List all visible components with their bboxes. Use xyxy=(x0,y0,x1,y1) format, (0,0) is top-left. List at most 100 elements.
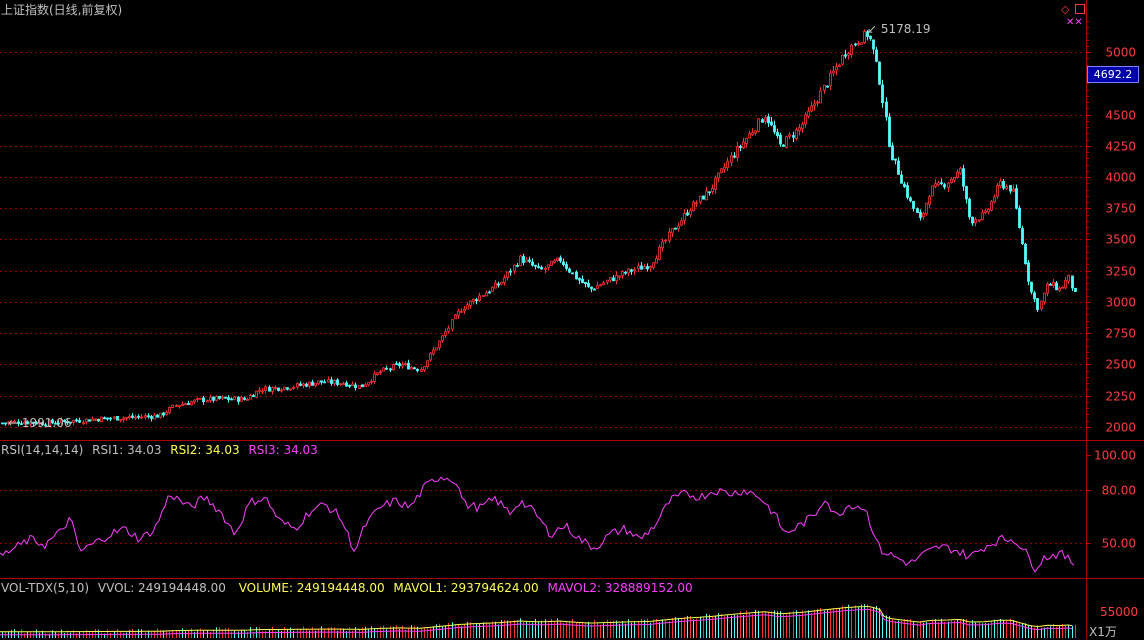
candle-body xyxy=(212,396,215,401)
candle-body xyxy=(131,415,134,418)
candle-body xyxy=(937,182,940,186)
rsi3-value: RSI3: 34.03 xyxy=(248,443,317,457)
candle-body xyxy=(57,422,60,425)
candle-body xyxy=(609,277,612,281)
candle-body xyxy=(854,43,857,46)
candle-body xyxy=(410,366,413,370)
candle-body xyxy=(491,286,494,292)
mavol1-value: MAVOL1: 293794624.00 xyxy=(393,581,538,595)
candle-body xyxy=(612,277,615,282)
candle-body xyxy=(305,383,308,387)
candle-body xyxy=(78,419,81,423)
candle-body xyxy=(801,123,804,130)
vol-unit-label: X1万 xyxy=(1089,625,1117,639)
candle-body xyxy=(748,133,751,139)
candle-body xyxy=(689,210,692,216)
candle-body xyxy=(705,190,708,201)
candle-body xyxy=(38,421,41,425)
candle-body xyxy=(122,417,125,421)
candle-body xyxy=(4,422,7,425)
candle-body xyxy=(252,395,255,397)
candle-body xyxy=(1030,281,1033,293)
candle-body xyxy=(590,286,593,290)
candle-body xyxy=(581,278,584,284)
candle-body xyxy=(776,131,779,137)
candle-body xyxy=(664,239,667,242)
candle-body xyxy=(336,379,339,385)
candle-body xyxy=(1046,283,1049,294)
candle-body xyxy=(736,146,739,159)
candle-body xyxy=(113,416,116,419)
candle-body xyxy=(339,383,342,386)
candle-body xyxy=(314,382,317,387)
candle-body xyxy=(869,35,872,40)
price-tick-label: 2750 xyxy=(1105,327,1136,341)
candle-body xyxy=(726,160,729,169)
candle-body xyxy=(1033,292,1036,300)
candle-body xyxy=(416,368,419,372)
candle-body xyxy=(844,54,847,57)
candle-body xyxy=(627,268,630,274)
candle-body xyxy=(599,284,602,287)
candle-body xyxy=(128,416,131,419)
price-tick-label: 2250 xyxy=(1105,390,1136,404)
candle-body xyxy=(435,347,438,351)
vol-legend-title: VOL-TDX(5,10) xyxy=(1,581,89,595)
candle-body xyxy=(798,127,801,132)
candle-body xyxy=(392,364,395,371)
candle-body xyxy=(757,118,760,132)
candle-body xyxy=(978,219,981,222)
mavol2-value: MAVOL2: 328889152.00 xyxy=(547,581,692,595)
candle-body xyxy=(454,314,457,320)
candle-body xyxy=(255,390,258,398)
candle-body xyxy=(10,421,13,424)
candle-body xyxy=(699,195,702,203)
candle-body xyxy=(999,180,1002,187)
candle-body xyxy=(919,211,922,218)
candle-body xyxy=(475,299,478,302)
mavol1-line xyxy=(0,605,1073,633)
candle-body xyxy=(94,418,97,421)
candle-body xyxy=(575,271,578,280)
candle-body xyxy=(646,266,649,270)
price-tick-label: 4500 xyxy=(1105,109,1136,123)
candle-body xyxy=(767,116,770,124)
min-annotation: ← 1991.06 xyxy=(8,416,72,430)
candle-body xyxy=(630,269,633,272)
candle-body xyxy=(717,172,720,179)
candle-body xyxy=(925,202,928,215)
candle-body xyxy=(649,266,652,269)
candle-body xyxy=(788,134,791,137)
candle-body xyxy=(407,362,410,370)
candle-body xyxy=(485,292,488,297)
candle-body xyxy=(106,417,109,420)
candle-body xyxy=(261,390,264,393)
candle-body xyxy=(258,389,261,392)
rsi-line xyxy=(0,476,1075,573)
candle-body xyxy=(264,386,267,391)
candle-body xyxy=(7,421,10,424)
candle-body xyxy=(931,185,934,197)
candle-body xyxy=(370,380,373,383)
candle-body xyxy=(500,281,503,285)
candle-body xyxy=(1055,282,1058,291)
candle-body xyxy=(420,369,423,372)
candle-body xyxy=(348,384,351,387)
square-icon[interactable] xyxy=(1075,4,1085,14)
candle-body xyxy=(668,231,671,241)
candle-body xyxy=(1018,207,1021,228)
candle-body xyxy=(556,257,559,261)
diamond-icon[interactable]: ◇ xyxy=(1061,3,1070,16)
candle-body xyxy=(320,380,323,383)
candle-body xyxy=(274,387,277,389)
candle-body xyxy=(779,134,782,145)
candle-body xyxy=(457,310,460,316)
candle-body xyxy=(640,265,643,270)
candle-body xyxy=(451,319,454,330)
candle-body xyxy=(364,384,367,388)
candle-body xyxy=(330,379,333,384)
rsi1-value: RSI1: 34.03 xyxy=(92,443,161,457)
candle-body xyxy=(661,241,664,249)
